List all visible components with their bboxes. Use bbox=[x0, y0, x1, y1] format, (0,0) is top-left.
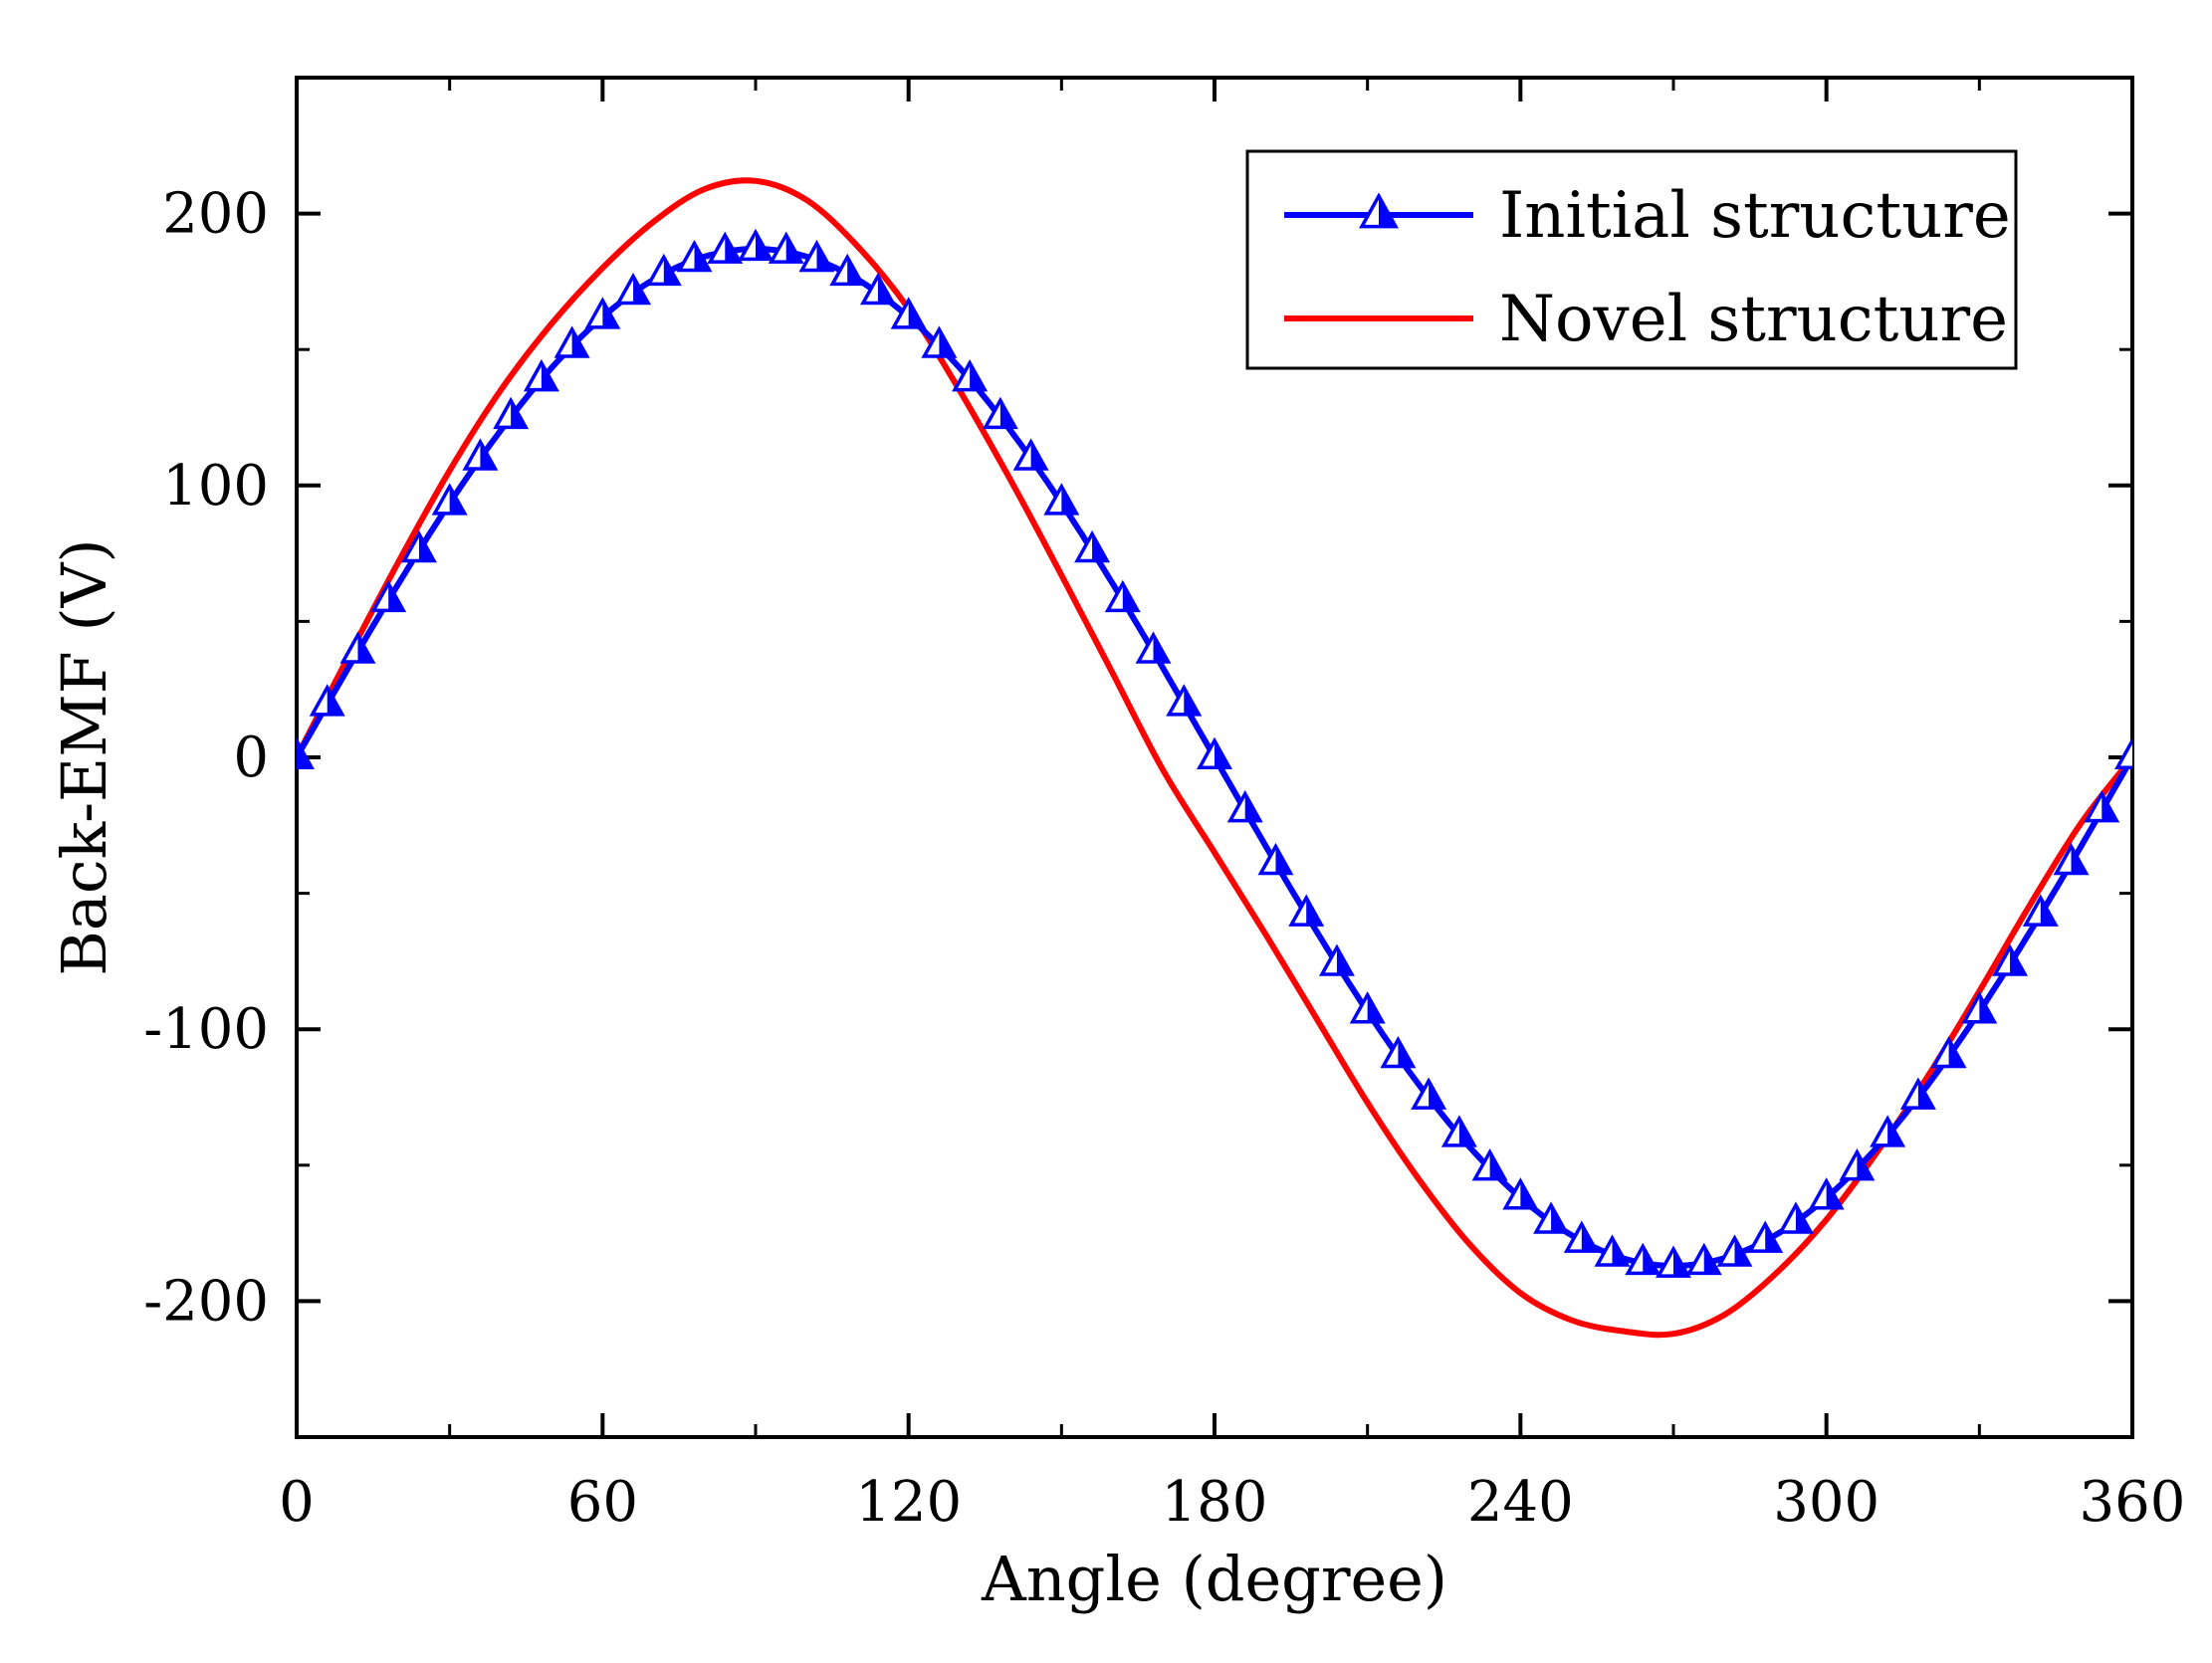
x-axis-title: Angle (degree) bbox=[981, 1543, 1447, 1615]
data-point-marker-fill bbox=[1061, 486, 1077, 514]
data-point-marker-fill bbox=[663, 257, 679, 285]
y-axis-ticks bbox=[297, 211, 2132, 1304]
legend-label: Novel structure bbox=[1499, 283, 2008, 356]
data-point-marker-fill bbox=[1765, 1224, 1781, 1252]
x-tick-label: 60 bbox=[567, 1470, 638, 1535]
legend: Initial structure Novel structure bbox=[1245, 149, 2018, 370]
data-point-marker-fill bbox=[785, 235, 801, 263]
series-initial-structure bbox=[297, 228, 2147, 1278]
data-point-marker-fill bbox=[2132, 740, 2147, 767]
data-point-marker-fill bbox=[939, 328, 955, 356]
legend-entry: Novel structure bbox=[1284, 283, 2008, 356]
x-axis-tick-labels: 0 60 120 180 240 300 360 bbox=[279, 1470, 2185, 1535]
y-axis-title: Back-EMF (V) bbox=[48, 538, 120, 975]
data-point-marker-fill bbox=[1030, 441, 1046, 469]
y-tick-label: 200 bbox=[162, 182, 269, 247]
legend-label: Initial structure bbox=[1499, 179, 2011, 253]
data-point-marker-fill bbox=[1857, 1151, 1873, 1179]
data-point-marker-fill bbox=[2071, 846, 2087, 874]
data-point-marker-fill bbox=[1948, 1039, 1964, 1067]
x-tick-label: 240 bbox=[1467, 1470, 1574, 1535]
data-point-marker-fill bbox=[1184, 687, 1200, 715]
legend-marker-fill bbox=[1379, 196, 1396, 227]
data-point-marker-fill bbox=[1551, 1204, 1567, 1232]
data-point-marker-fill bbox=[725, 235, 741, 263]
data-point-marker-fill bbox=[1734, 1237, 1750, 1265]
data-point-marker-fill bbox=[418, 533, 434, 561]
legend-entry: Initial structure bbox=[1284, 179, 2011, 253]
data-point-marker bbox=[2114, 736, 2132, 770]
data-point-marker-fill bbox=[1489, 1151, 1505, 1179]
data-point-marker-fill bbox=[571, 328, 587, 356]
x-tick-label: 300 bbox=[1773, 1470, 1880, 1535]
y-axis-tick-labels: -200 -100 0 100 200 bbox=[143, 182, 269, 1335]
y-tick-label: 0 bbox=[233, 726, 269, 790]
data-point-marker-fill bbox=[1887, 1118, 1903, 1145]
data-point-marker-fill bbox=[1612, 1237, 1628, 1265]
data-point-marker-fill bbox=[1581, 1224, 1597, 1252]
series-markers bbox=[297, 228, 2147, 1278]
data-point-marker-fill bbox=[1673, 1249, 1688, 1277]
data-point-marker-fill bbox=[1520, 1180, 1536, 1208]
data-point-marker-fill bbox=[877, 276, 893, 304]
data-point-marker-fill bbox=[1398, 1039, 1414, 1067]
data-point-marker-fill bbox=[1367, 994, 1383, 1022]
data-point-marker-fill bbox=[388, 583, 404, 611]
data-point-marker-fill bbox=[1826, 1180, 1842, 1208]
data-point-marker-fill bbox=[2101, 793, 2117, 821]
data-point-marker-fill bbox=[1643, 1246, 1659, 1274]
data-point-marker-fill bbox=[694, 243, 710, 271]
data-point-marker-fill bbox=[1979, 994, 1995, 1022]
x-tick-label: 120 bbox=[855, 1470, 962, 1535]
data-point-marker-fill bbox=[2010, 947, 2026, 975]
data-point-marker-fill bbox=[970, 362, 986, 390]
data-point-marker-fill bbox=[449, 486, 465, 514]
data-point-marker-fill bbox=[480, 441, 496, 469]
y-tick-label: -100 bbox=[143, 997, 269, 1062]
data-point-marker-fill bbox=[908, 300, 924, 327]
legend-box bbox=[1245, 149, 2018, 370]
data-point-marker-fill bbox=[327, 687, 342, 715]
data-point-marker-fill bbox=[1703, 1246, 1719, 1274]
data-point-marker-fill bbox=[633, 276, 649, 304]
data-point-marker-fill bbox=[1429, 1081, 1444, 1109]
data-point-marker-fill bbox=[1306, 898, 1322, 926]
data-point-marker-fill bbox=[1275, 846, 1291, 874]
y-tick-label: 100 bbox=[162, 454, 269, 519]
data-point-marker-fill bbox=[1215, 740, 1229, 768]
data-point-marker-fill bbox=[847, 257, 863, 285]
data-point-marker-fill bbox=[1917, 1081, 1933, 1109]
data-point-marker-fill bbox=[297, 740, 312, 768]
x-axis-ticks bbox=[295, 78, 2134, 1437]
data-point-marker-fill bbox=[1336, 947, 1352, 975]
data-point-marker-fill bbox=[2040, 898, 2056, 926]
data-point-marker-fill bbox=[1244, 793, 1260, 821]
data-point-marker-fill bbox=[1122, 583, 1138, 611]
y-tick-label: -200 bbox=[143, 1269, 269, 1334]
data-point-marker-fill bbox=[1092, 533, 1108, 561]
data-point-marker-fill bbox=[602, 300, 618, 327]
x-tick-label: 360 bbox=[2080, 1470, 2186, 1535]
data-point-marker-fill bbox=[816, 243, 832, 271]
data-point-marker-fill bbox=[1458, 1118, 1474, 1145]
x-tick-label: 180 bbox=[1162, 1470, 1268, 1535]
data-point-marker-fill bbox=[999, 400, 1015, 428]
data-point-marker-fill bbox=[756, 232, 771, 260]
data-point-marker-fill bbox=[1153, 635, 1169, 663]
data-point-marker-fill bbox=[1795, 1204, 1811, 1232]
data-point-marker-fill bbox=[511, 400, 527, 428]
data-point-marker-fill bbox=[357, 635, 373, 663]
series-layer bbox=[297, 177, 2147, 1339]
data-point-marker-fill bbox=[541, 362, 556, 390]
x-tick-label: 0 bbox=[279, 1470, 315, 1535]
